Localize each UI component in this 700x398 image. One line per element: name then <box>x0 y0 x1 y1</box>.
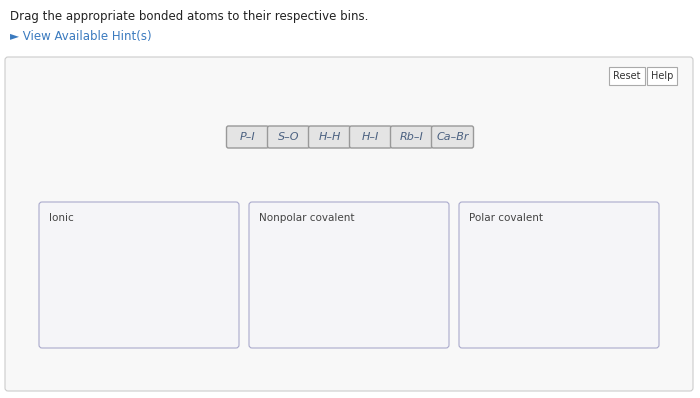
FancyBboxPatch shape <box>249 202 449 348</box>
Text: Rb–I: Rb–I <box>400 132 424 142</box>
FancyBboxPatch shape <box>391 126 433 148</box>
FancyBboxPatch shape <box>267 126 309 148</box>
Text: ► View Available Hint(s): ► View Available Hint(s) <box>10 30 152 43</box>
Text: Polar covalent: Polar covalent <box>469 213 543 223</box>
Text: Ionic: Ionic <box>49 213 74 223</box>
Text: Help: Help <box>651 71 673 81</box>
FancyBboxPatch shape <box>647 67 677 85</box>
Text: Drag the appropriate bonded atoms to their respective bins.: Drag the appropriate bonded atoms to the… <box>10 10 368 23</box>
Text: Ca–Br: Ca–Br <box>436 132 469 142</box>
FancyBboxPatch shape <box>609 67 645 85</box>
Text: Reset: Reset <box>613 71 641 81</box>
FancyBboxPatch shape <box>349 126 391 148</box>
FancyBboxPatch shape <box>227 126 269 148</box>
FancyBboxPatch shape <box>459 202 659 348</box>
Text: H–H: H–H <box>318 132 341 142</box>
FancyBboxPatch shape <box>431 126 473 148</box>
Text: H–I: H–I <box>362 132 379 142</box>
FancyBboxPatch shape <box>309 126 351 148</box>
Text: Nonpolar covalent: Nonpolar covalent <box>259 213 354 223</box>
Text: P–I: P–I <box>239 132 255 142</box>
FancyBboxPatch shape <box>5 57 693 391</box>
FancyBboxPatch shape <box>39 202 239 348</box>
Text: S–O: S–O <box>278 132 300 142</box>
